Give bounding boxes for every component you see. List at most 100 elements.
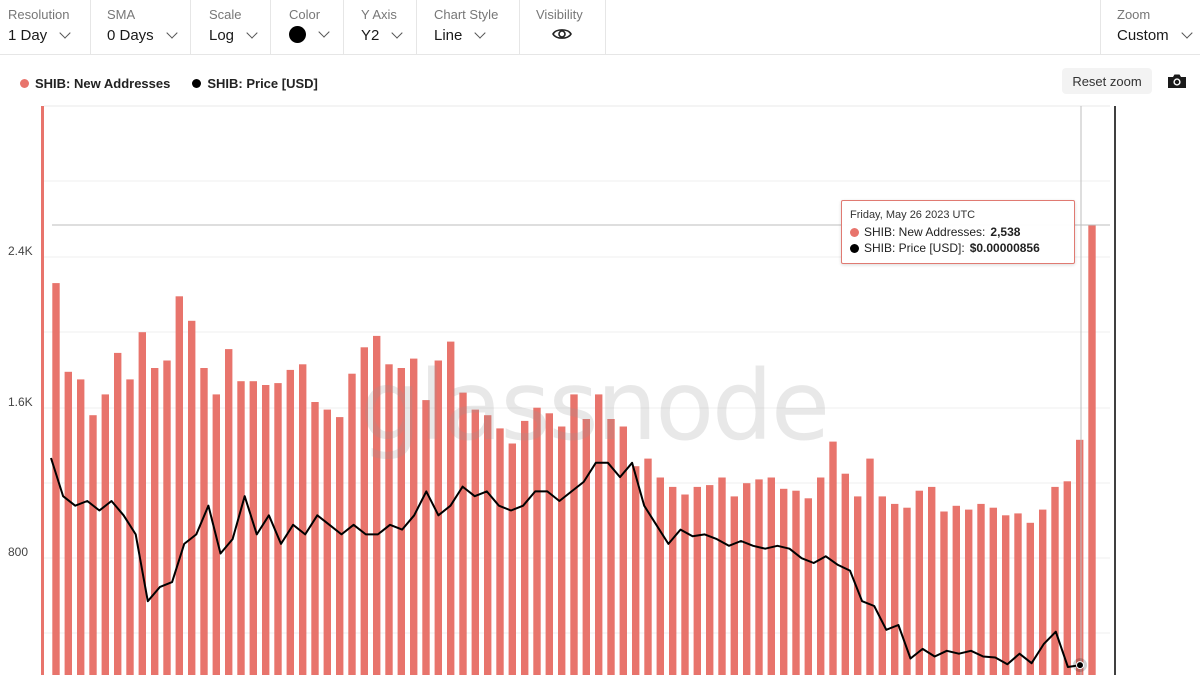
- zoom-dropdown[interactable]: Zoom Custom: [1100, 0, 1200, 55]
- bar-new-addresses[interactable]: [336, 417, 344, 675]
- bar-new-addresses[interactable]: [743, 483, 751, 675]
- bar-new-addresses[interactable]: [138, 332, 146, 675]
- bar-new-addresses[interactable]: [706, 485, 714, 675]
- resolution-dropdown[interactable]: Resolution 1 Day: [0, 0, 91, 55]
- bar-new-addresses[interactable]: [989, 507, 997, 675]
- sma-dropdown[interactable]: SMA 0 Days: [91, 0, 191, 55]
- bar-new-addresses[interactable]: [644, 458, 652, 675]
- bar-new-addresses[interactable]: [669, 486, 677, 675]
- tooltip-date: Friday, May 26 2023 UTC: [850, 209, 976, 221]
- bar-new-addresses[interactable]: [237, 381, 245, 675]
- bar-new-addresses[interactable]: [373, 335, 381, 675]
- bar-new-addresses[interactable]: [595, 394, 603, 675]
- bar-new-addresses[interactable]: [274, 383, 282, 675]
- bar-new-addresses[interactable]: [286, 369, 294, 675]
- bar-new-addresses[interactable]: [570, 394, 578, 675]
- bar-new-addresses[interactable]: [681, 494, 689, 675]
- bar-new-addresses[interactable]: [422, 400, 430, 675]
- legend-item-new-addresses[interactable]: SHIB: New Addresses: [20, 76, 170, 91]
- price-line[interactable]: [50, 457, 1081, 668]
- bar-new-addresses[interactable]: [52, 283, 60, 675]
- bar-new-addresses[interactable]: [545, 413, 553, 675]
- bar-new-addresses[interactable]: [360, 347, 368, 675]
- bar-new-addresses[interactable]: [558, 426, 566, 675]
- bar-new-addresses[interactable]: [348, 373, 356, 675]
- bar-new-addresses[interactable]: [829, 441, 837, 675]
- bar-new-addresses[interactable]: [323, 409, 331, 675]
- bar-new-addresses[interactable]: [1014, 513, 1022, 675]
- bar-new-addresses[interactable]: [447, 341, 455, 675]
- legend-item-price[interactable]: SHIB: Price [USD]: [192, 76, 318, 91]
- bar-new-addresses[interactable]: [1051, 486, 1059, 675]
- bar-new-addresses[interactable]: [903, 507, 911, 675]
- bar-new-addresses[interactable]: [582, 419, 590, 675]
- tooltip-label: SHIB: New Addresses:: [864, 225, 986, 239]
- reset-zoom-button[interactable]: Reset zoom: [1062, 68, 1152, 94]
- bar-new-addresses[interactable]: [1063, 481, 1071, 675]
- bar-new-addresses[interactable]: [755, 479, 763, 675]
- y-tick-label: 800: [8, 545, 29, 559]
- bar-new-addresses[interactable]: [891, 503, 899, 675]
- bar-new-addresses[interactable]: [496, 428, 504, 675]
- bar-new-addresses[interactable]: [89, 415, 97, 675]
- bar-new-addresses[interactable]: [163, 360, 171, 675]
- bar-new-addresses[interactable]: [249, 381, 257, 675]
- yaxis-dropdown[interactable]: Y Axis Y2: [344, 0, 417, 55]
- bar-new-addresses[interactable]: [718, 477, 726, 675]
- bar-new-addresses[interactable]: [878, 496, 886, 675]
- bar-new-addresses[interactable]: [804, 498, 812, 675]
- bar-new-addresses[interactable]: [64, 371, 72, 675]
- bar-new-addresses[interactable]: [619, 426, 627, 675]
- camera-icon[interactable]: [1166, 70, 1188, 92]
- bar-new-addresses[interactable]: [484, 415, 492, 675]
- bar-new-addresses[interactable]: [434, 360, 442, 675]
- bar-new-addresses[interactable]: [311, 402, 319, 675]
- bar-new-addresses[interactable]: [1088, 225, 1096, 675]
- yaxis-value: Y2: [361, 27, 380, 44]
- chart-style-dropdown[interactable]: Chart Style Line: [417, 0, 520, 55]
- bar-new-addresses[interactable]: [977, 503, 985, 675]
- bar-new-addresses[interactable]: [262, 385, 270, 675]
- bar-new-addresses[interactable]: [77, 379, 85, 675]
- bar-new-addresses[interactable]: [1076, 439, 1084, 675]
- color-dropdown[interactable]: Color: [271, 0, 344, 55]
- bar-new-addresses[interactable]: [397, 368, 405, 675]
- bar-new-addresses[interactable]: [225, 349, 233, 675]
- scale-dropdown[interactable]: Scale Log: [191, 0, 271, 55]
- bar-new-addresses[interactable]: [508, 443, 516, 675]
- bar-new-addresses[interactable]: [1039, 509, 1047, 675]
- bar-new-addresses[interactable]: [188, 320, 196, 675]
- bar-new-addresses[interactable]: [607, 419, 615, 675]
- bar-new-addresses[interactable]: [940, 511, 948, 675]
- bar-new-addresses[interactable]: [151, 368, 159, 675]
- bar-new-addresses[interactable]: [471, 409, 479, 675]
- bar-new-addresses[interactable]: [730, 496, 738, 675]
- bar-new-addresses[interactable]: [792, 490, 800, 675]
- bar-new-addresses[interactable]: [693, 486, 701, 675]
- bar-new-addresses[interactable]: [915, 490, 923, 675]
- bar-new-addresses[interactable]: [841, 473, 849, 675]
- bar-new-addresses[interactable]: [817, 477, 825, 675]
- bar-new-addresses[interactable]: [928, 486, 936, 675]
- bar-new-addresses[interactable]: [200, 368, 208, 675]
- bar-new-addresses[interactable]: [459, 392, 467, 675]
- bar-new-addresses[interactable]: [656, 477, 664, 675]
- bar-new-addresses[interactable]: [533, 407, 541, 675]
- bar-new-addresses[interactable]: [1002, 515, 1010, 675]
- bar-new-addresses[interactable]: [385, 364, 393, 675]
- bar-new-addresses[interactable]: [101, 394, 109, 675]
- visibility-toggle[interactable]: Visibility: [520, 0, 606, 55]
- bar-new-addresses[interactable]: [780, 488, 788, 675]
- bar-new-addresses[interactable]: [866, 458, 874, 675]
- bar-new-addresses[interactable]: [114, 352, 122, 675]
- bar-new-addresses[interactable]: [1026, 522, 1034, 675]
- bar-new-addresses[interactable]: [299, 364, 307, 675]
- bar-new-addresses[interactable]: [965, 509, 973, 675]
- bar-new-addresses[interactable]: [175, 296, 183, 675]
- bar-new-addresses[interactable]: [521, 420, 529, 675]
- bar-new-addresses[interactable]: [632, 466, 640, 675]
- bar-new-addresses[interactable]: [952, 505, 960, 675]
- bar-new-addresses[interactable]: [854, 496, 862, 675]
- bar-new-addresses[interactable]: [767, 477, 775, 675]
